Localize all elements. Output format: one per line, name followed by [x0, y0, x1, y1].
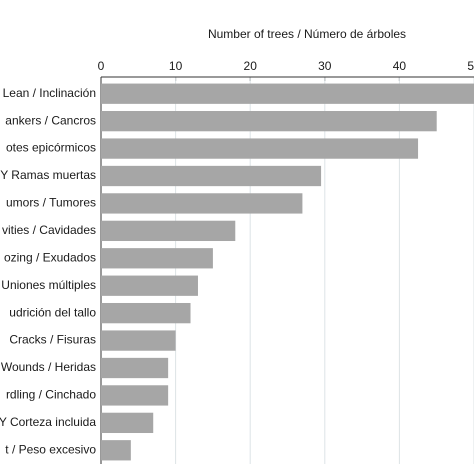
x-tick-label: 30	[318, 59, 332, 73]
y-tick-label: rdling / Cinchado	[6, 388, 96, 402]
bar	[101, 110, 437, 132]
y-tick-label: t / Peso excesivo	[5, 442, 96, 456]
y-tick-label: Y Corteza incluida	[0, 415, 96, 429]
x-tick-label: 50	[467, 59, 474, 73]
y-tick-label: umors / Tumores	[6, 196, 96, 210]
x-axis-title: Number of trees / Número de árboles	[208, 27, 406, 41]
y-tick-label: Wounds / Heridas	[1, 360, 96, 374]
y-tick-label: ankers / Cancros	[5, 113, 96, 127]
y-tick-label: vities / Cavidades	[2, 223, 96, 237]
bar	[101, 275, 198, 296]
y-tick-label: Uniones múltiples	[1, 278, 96, 292]
bar	[101, 193, 303, 214]
y-tick-label: ozing / Exudados	[4, 250, 96, 264]
bar	[101, 330, 176, 351]
bar	[101, 412, 154, 434]
y-tick-label: Y Ramas muertas	[0, 168, 96, 182]
x-tick-label: 0	[98, 59, 105, 73]
x-tick-label: 20	[244, 59, 258, 73]
y-tick-label: otes epicórmicos	[6, 141, 96, 155]
y-tick-label: Lean / Inclinación	[3, 86, 96, 100]
bar	[101, 440, 131, 461]
bar	[101, 83, 474, 104]
y-tick-label: udrición del tallo	[9, 305, 96, 319]
bar	[101, 302, 191, 324]
bar	[101, 165, 322, 187]
bar	[101, 248, 213, 269]
x-tick-label: 40	[393, 59, 407, 73]
bar	[101, 357, 169, 379]
y-tick-label: Cracks / Fisuras	[9, 333, 96, 347]
bar	[101, 385, 169, 406]
bar	[101, 220, 236, 242]
x-tick-label: 10	[169, 59, 183, 73]
bar	[101, 138, 419, 159]
